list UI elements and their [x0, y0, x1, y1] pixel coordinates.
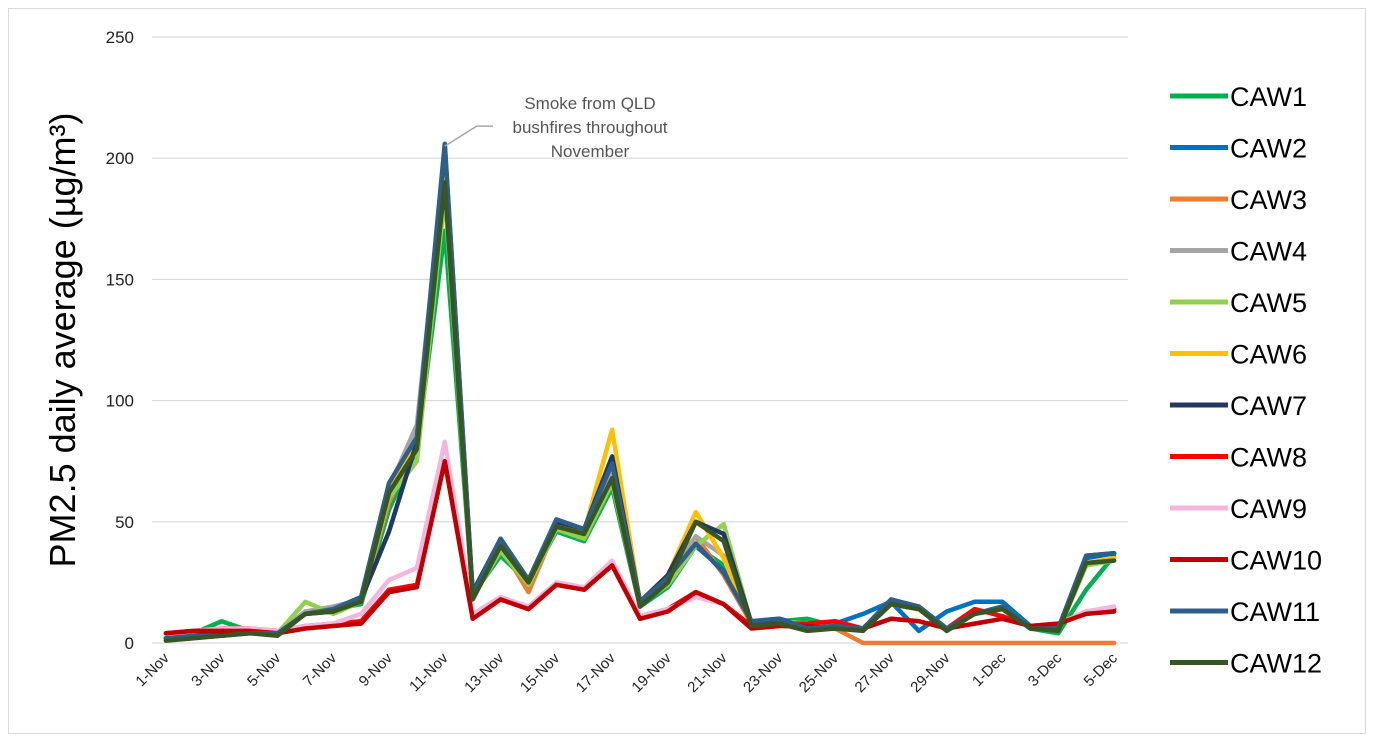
y-axis-ticks: 0 50 100 150 200 250 — [106, 28, 134, 653]
x-tick-label: 15-Nov — [517, 649, 564, 696]
x-tick-label: 21-Nov — [684, 649, 731, 696]
y-tick-label: 0 — [125, 634, 134, 653]
y-tick-label: 200 — [106, 149, 134, 168]
x-tick-label: 17-Nov — [573, 649, 620, 696]
legend-label: CAW3 — [1230, 185, 1307, 215]
series-line-caw2 — [163, 155, 1117, 641]
annotation-leader-line — [444, 125, 493, 147]
series-line-caw4 — [163, 155, 1117, 641]
series-line-caw11 — [163, 141, 1117, 641]
series-line-caw1 — [163, 228, 1117, 643]
legend: CAW1 CAW2 CAW3 CAW4 CAW5 CAW6 CAW7 CAW8 CAW9 CAW1… — [1170, 82, 1322, 679]
series-line-caw12 — [163, 180, 1117, 643]
x-tick-label: 3-Nov — [188, 649, 229, 690]
x-tick-label: 27-Nov — [852, 649, 899, 696]
x-tick-label: 3-Dec — [1025, 649, 1066, 690]
annotation-line-3: November — [551, 142, 630, 161]
legend-label: CAW10 — [1230, 546, 1322, 576]
x-tick-label: 7-Nov — [300, 649, 341, 690]
series-line-caw5 — [163, 192, 1117, 641]
x-tick-label: 25-Nov — [796, 649, 843, 696]
series-line-caw7 — [163, 143, 1117, 641]
x-tick-label: 5-Dec — [1081, 649, 1122, 690]
chart-frame — [8, 8, 1366, 734]
legend-label: CAW2 — [1230, 134, 1307, 164]
x-tick-label: 19-Nov — [628, 649, 675, 696]
legend-label: CAW9 — [1230, 494, 1307, 524]
y-tick-label: 150 — [106, 270, 134, 289]
x-tick-label: 13-Nov — [461, 649, 508, 696]
y-tick-label: 250 — [106, 28, 134, 47]
y-tick-label: 100 — [106, 392, 134, 411]
series-line-caw6 — [163, 168, 1117, 641]
x-tick-label: 1-Dec — [969, 649, 1010, 690]
legend-label: CAW5 — [1230, 288, 1307, 318]
series-line-caw3 — [163, 180, 1117, 646]
x-tick-label: 11-Nov — [406, 649, 452, 695]
x-tick-label: 9-Nov — [356, 649, 397, 690]
x-tick-label: 5-Nov — [244, 649, 285, 690]
legend-label: CAW7 — [1230, 391, 1307, 421]
x-axis-ticks: 1-Nov 3-Nov 5-Nov 7-Nov 9-Nov 11-Nov 13-Nov 15-… — [132, 649, 1121, 696]
legend-label: CAW11 — [1230, 597, 1320, 627]
legend-label: CAW6 — [1230, 340, 1307, 370]
x-tick-label: 1-Nov — [132, 649, 173, 690]
legend-label: CAW1 — [1230, 82, 1307, 112]
x-tick-label: 23-Nov — [740, 649, 787, 696]
legend-label: CAW4 — [1230, 237, 1307, 267]
annotation-line-2: bushfires throughout — [513, 118, 668, 137]
annotation: Smoke from QLD bushfires throughout Nove… — [444, 94, 668, 161]
series-lines — [163, 141, 1117, 646]
legend-label: CAW8 — [1230, 443, 1307, 473]
x-tick-label: 29-Nov — [907, 649, 954, 696]
y-tick-label: 50 — [115, 513, 134, 532]
y-axis-label: PM2.5 daily average (µg/m³) — [42, 113, 83, 568]
annotation-line-1: Smoke from QLD — [524, 94, 655, 113]
legend-label: CAW12 — [1230, 649, 1322, 679]
